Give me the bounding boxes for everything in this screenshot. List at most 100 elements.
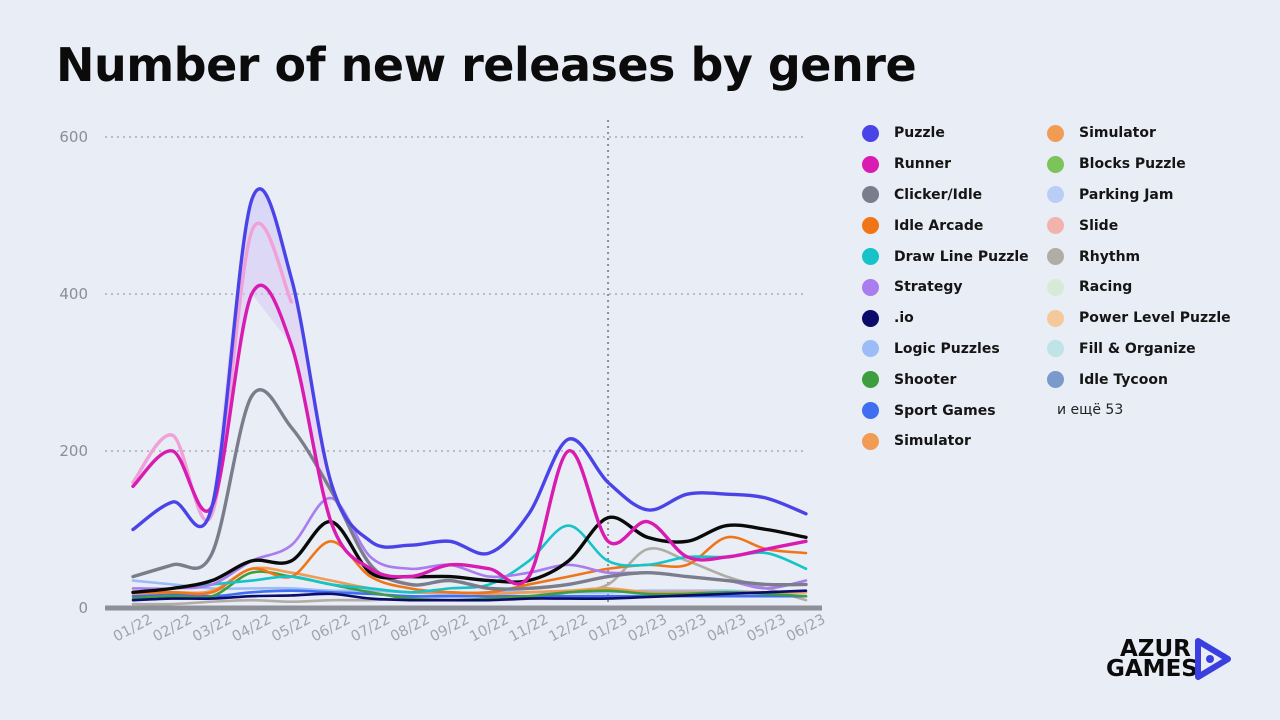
x-tick-label: 12/22 bbox=[546, 612, 590, 646]
legend-item: Idle Tycoon bbox=[1047, 364, 1231, 395]
x-tick-label: 05/22 bbox=[269, 612, 313, 646]
legend-item: Clicker/Idle bbox=[862, 180, 1029, 211]
x-tick-label: 06/22 bbox=[309, 612, 353, 646]
legend-label: Slide bbox=[1079, 217, 1119, 234]
legend-swatch bbox=[1047, 248, 1064, 266]
x-tick-label: 04/22 bbox=[230, 612, 274, 646]
legend-label: Sport Games bbox=[894, 402, 996, 419]
legend-swatch bbox=[862, 155, 879, 173]
legend-item: Logic Puzzles bbox=[862, 334, 1029, 365]
series-line-unlabeled-13 bbox=[131, 515, 808, 594]
legend-item: Blocks Puzzle bbox=[1047, 149, 1231, 180]
y-tick-labels: 0 200 400 600 bbox=[59, 128, 88, 617]
legend-column-1: Puzzle Runner Clicker/Idle Idle Arcade Draw … bbox=[862, 118, 1029, 457]
legend-item: Shooter bbox=[862, 364, 1029, 395]
legend-swatch bbox=[862, 309, 879, 327]
logo-play-icon bbox=[1195, 638, 1231, 680]
legend-swatch bbox=[1047, 278, 1064, 296]
legend-label: Rhythm bbox=[1079, 248, 1141, 265]
legend-swatch bbox=[862, 217, 879, 235]
x-tick-label: 11/22 bbox=[507, 612, 551, 646]
legend-label: Idle Arcade bbox=[894, 217, 984, 234]
series-line--io bbox=[131, 589, 808, 602]
legend-item: Parking Jam bbox=[1047, 180, 1231, 211]
legend-swatch bbox=[1047, 186, 1064, 204]
x-tick-label: 06/23 bbox=[784, 612, 828, 646]
legend-item: Racing bbox=[1047, 272, 1231, 303]
series-line-puzzle bbox=[131, 187, 808, 556]
legend-swatch bbox=[862, 278, 879, 296]
legend-item: Runner bbox=[862, 149, 1029, 180]
x-tick-label: 10/22 bbox=[467, 612, 511, 646]
legend-item: Puzzle bbox=[862, 118, 1029, 149]
series-line-strategy bbox=[131, 496, 808, 590]
legend-label: Draw Line Puzzle bbox=[894, 248, 1029, 265]
x-tick-label: 07/22 bbox=[348, 612, 392, 646]
legend-swatch bbox=[1047, 371, 1064, 389]
legend-swatch bbox=[862, 402, 879, 420]
area-fill-layer bbox=[212, 188, 331, 522]
legend-swatch bbox=[1047, 155, 1064, 173]
legend-item: Slide bbox=[1047, 210, 1231, 241]
y-tick-label: 200 bbox=[59, 442, 88, 460]
legend-label: Clicker/Idle bbox=[894, 186, 983, 203]
legend-item: Simulator bbox=[1047, 118, 1231, 149]
legend-label: Logic Puzzles bbox=[894, 340, 1000, 357]
legend-column-2: Simulator Blocks Puzzle Parking Jam Slide Rh… bbox=[1047, 118, 1231, 425]
legend-item: .io bbox=[862, 303, 1029, 334]
legend-swatch bbox=[862, 432, 879, 450]
legend-item: Draw Line Puzzle bbox=[862, 241, 1029, 272]
legend-swatch bbox=[862, 186, 879, 204]
legend-label: Strategy bbox=[894, 279, 963, 296]
legend-item: Rhythm bbox=[1047, 241, 1231, 272]
legend-label: Blocks Puzzle bbox=[1079, 156, 1186, 173]
puzzle-runner-area bbox=[212, 188, 331, 522]
series-lines bbox=[131, 187, 808, 606]
x-tick-label: 08/22 bbox=[388, 612, 432, 646]
legend-item: Idle Arcade bbox=[862, 210, 1029, 241]
legend-swatch bbox=[862, 340, 879, 358]
legend-swatch bbox=[1047, 217, 1064, 235]
legend-item: Fill & Organize bbox=[1047, 334, 1231, 365]
legend-swatch bbox=[862, 248, 879, 266]
logo-word-1: AZUR bbox=[1120, 636, 1191, 662]
legend-swatch bbox=[862, 124, 879, 142]
legend-label: Parking Jam bbox=[1079, 186, 1174, 203]
legend-label: Fill & Organize bbox=[1079, 340, 1196, 357]
series-line-runner bbox=[131, 283, 808, 586]
legend-swatch bbox=[1047, 340, 1064, 358]
legend-label: Power Level Puzzle bbox=[1079, 310, 1231, 327]
azur-games-logo: AZUR GAMES bbox=[1104, 634, 1234, 682]
legend-label: Shooter bbox=[894, 371, 957, 388]
legend-label: .io bbox=[894, 310, 914, 327]
x-tick-label: 02/23 bbox=[626, 612, 670, 646]
x-tick-label: 02/22 bbox=[151, 612, 195, 646]
legend-item: Sport Games bbox=[862, 395, 1029, 426]
x-tick-label: 05/23 bbox=[744, 612, 788, 646]
legend-label: Runner bbox=[894, 156, 952, 173]
legend-label: Racing bbox=[1079, 279, 1133, 296]
x-tick-label: 03/23 bbox=[665, 612, 709, 646]
chart-title: Number of new releases by genre bbox=[56, 38, 917, 92]
logo-word-2: GAMES bbox=[1106, 656, 1198, 682]
x-tick-label: 03/22 bbox=[190, 612, 234, 646]
x-tick-label: 01/22 bbox=[111, 612, 155, 646]
series-line-clicker-idle bbox=[131, 388, 808, 591]
y-tick-label: 0 bbox=[78, 599, 88, 617]
legend-more-text: и ещё 53 bbox=[1057, 402, 1124, 419]
x-tick-label: 04/23 bbox=[705, 612, 749, 646]
legend-label: Puzzle bbox=[894, 125, 945, 142]
legend-label: Simulator bbox=[894, 433, 971, 450]
legend-swatch bbox=[1047, 124, 1064, 142]
legend-label: Simulator bbox=[1079, 125, 1156, 142]
x-tick-labels: 01/2202/2203/2204/2205/2206/2207/2208/22… bbox=[111, 612, 828, 646]
legend-label: Idle Tycoon bbox=[1079, 371, 1168, 388]
legend-item: Strategy bbox=[862, 272, 1029, 303]
legend-swatch bbox=[1047, 309, 1064, 327]
legend-swatch bbox=[862, 371, 879, 389]
x-tick-label: 01/23 bbox=[586, 612, 630, 646]
y-tick-label: 400 bbox=[59, 285, 88, 303]
y-tick-label: 600 bbox=[59, 128, 88, 146]
legend-item: Power Level Puzzle bbox=[1047, 303, 1231, 334]
